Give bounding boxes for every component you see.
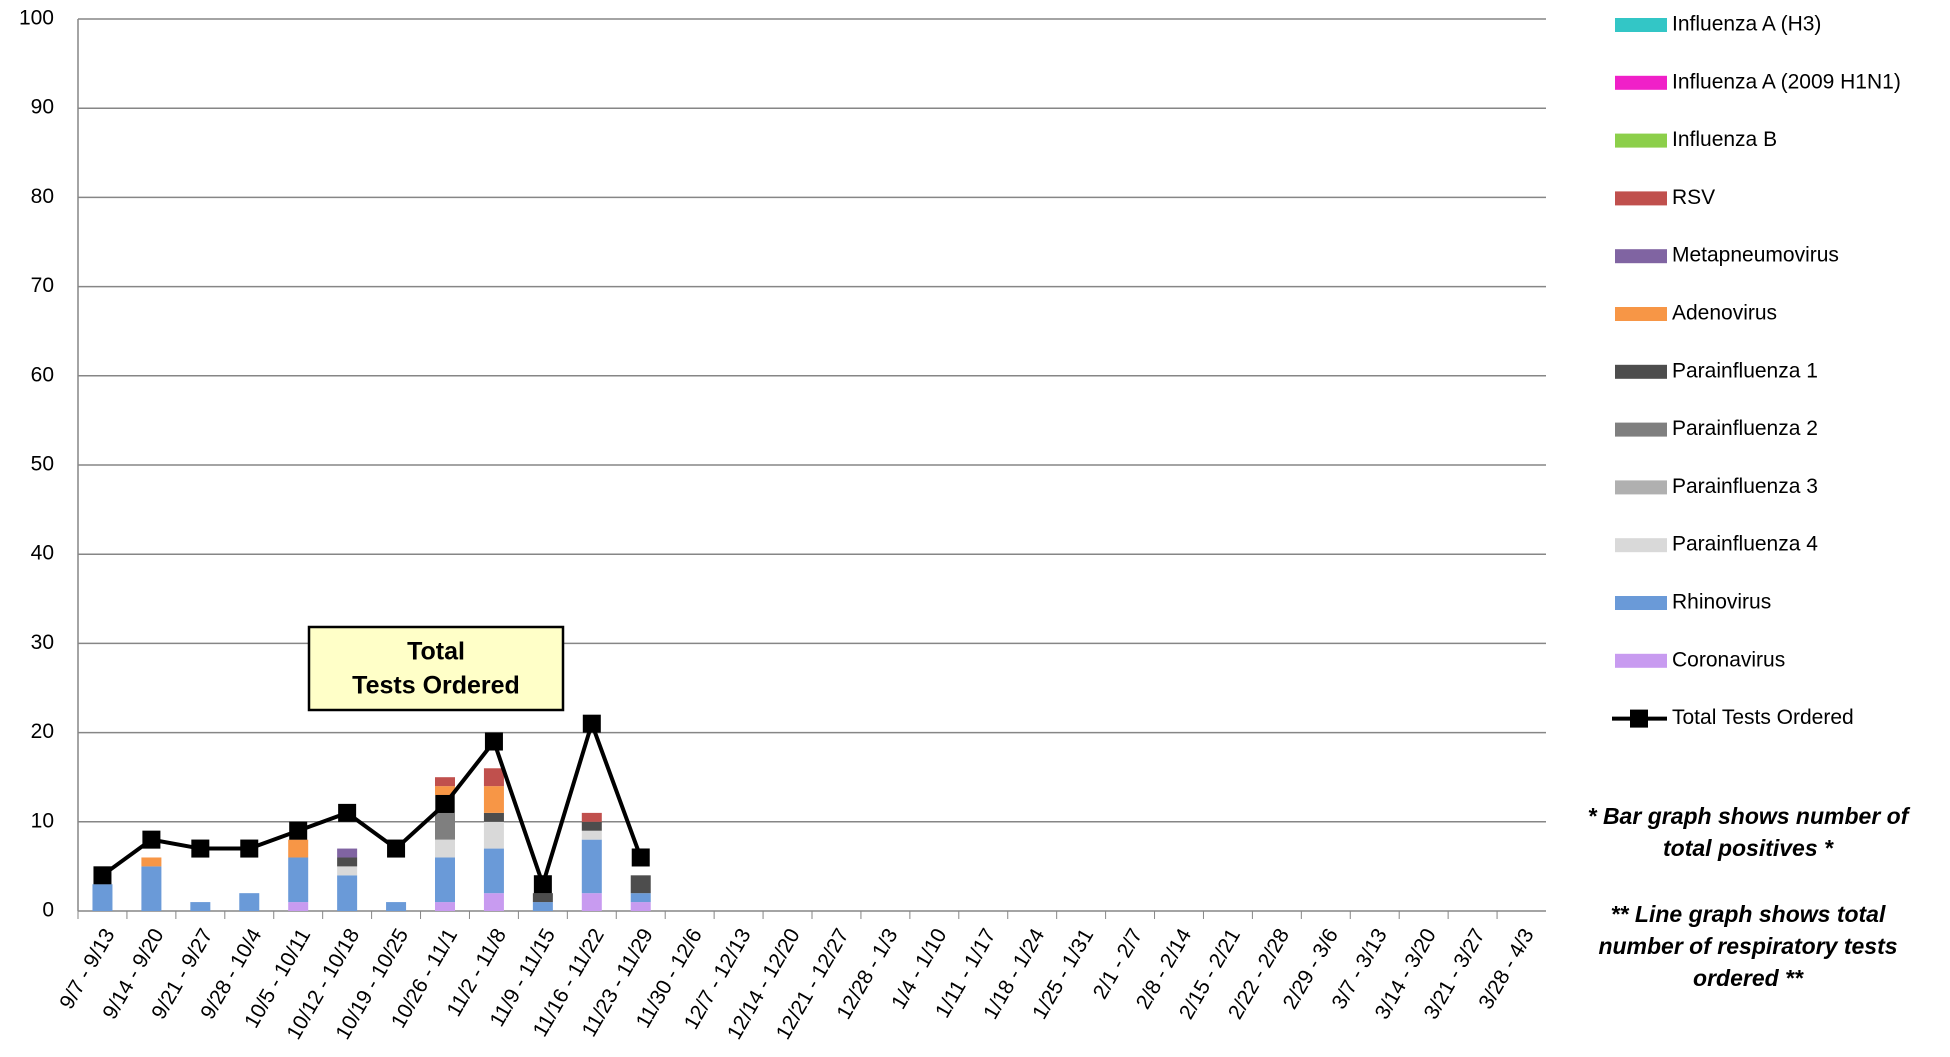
y-tick-label: 30 — [31, 631, 54, 654]
note: * Bar graph shows number of total positi… — [1587, 803, 1909, 861]
y-tick-label: 60 — [31, 363, 54, 386]
y-tick-label: 50 — [31, 453, 54, 476]
bar-segment — [435, 812, 455, 840]
bar-segment — [141, 857, 162, 867]
legend-label: Adenovirus — [1672, 302, 1777, 325]
line-marker — [93, 866, 112, 885]
legend-swatch — [1615, 75, 1667, 90]
bar-segment — [190, 902, 211, 911]
legend-label: RSV — [1672, 186, 1715, 209]
line-marker — [436, 794, 454, 813]
y-tick-label: 20 — [31, 720, 54, 743]
legend-swatch — [1615, 596, 1667, 610]
legend-label: Influenza A (2009 H1N1) — [1672, 70, 1901, 93]
line-marker — [631, 848, 650, 867]
legend-swatch — [1615, 191, 1667, 206]
bar-segment — [532, 902, 553, 911]
bar-segment — [581, 830, 602, 840]
bar-segment — [435, 902, 455, 911]
bar-segment — [630, 893, 651, 903]
legend-label: Parainfluenza 3 — [1672, 475, 1818, 498]
bar-segment — [532, 893, 553, 903]
legend-label: Influenza B — [1672, 128, 1777, 151]
bar-segment — [337, 866, 358, 876]
legend-label: Parainfluenza 4 — [1672, 533, 1818, 556]
line-marker — [142, 830, 161, 849]
bar-segment — [483, 893, 504, 911]
y-tick-label: 0 — [42, 899, 54, 922]
note: ** Line graph shows total number of resp… — [1598, 901, 1898, 991]
y-tick-label: 70 — [31, 274, 54, 297]
legend-swatch — [1615, 249, 1667, 264]
y-tick-label: 90 — [31, 96, 54, 119]
y-tick-label: 10 — [31, 809, 54, 832]
bar-segment — [435, 777, 455, 787]
legend-swatch — [1615, 364, 1667, 379]
line-marker — [289, 821, 308, 840]
line-marker — [191, 839, 210, 858]
legend-label: Rhinovirus — [1672, 591, 1771, 614]
bar-segment — [581, 893, 602, 911]
bar-segment — [337, 848, 358, 858]
line-marker — [533, 875, 552, 894]
line-marker — [484, 732, 503, 751]
legend-swatch — [1615, 480, 1667, 495]
line-marker — [240, 839, 259, 858]
y-tick-label: 40 — [31, 542, 54, 565]
bar-segment — [92, 884, 113, 911]
legend-label: Total Tests Ordered — [1672, 706, 1854, 729]
y-tick-label: 100 — [19, 7, 54, 30]
callout-text: Total — [407, 638, 465, 666]
bar-segment — [288, 857, 309, 903]
line-marker — [582, 714, 601, 733]
line — [101, 717, 643, 891]
legend-label: Influenza A (H3) — [1672, 13, 1821, 36]
legend-swatch — [1615, 133, 1667, 148]
bar-segment — [630, 875, 651, 894]
legend-label: Coronavirus — [1672, 648, 1785, 671]
bar-segment — [337, 857, 358, 867]
legend-swatch — [1615, 422, 1667, 437]
bar-segment — [483, 848, 504, 894]
bar-segment — [483, 812, 504, 822]
callout-box — [307, 625, 565, 712]
bar-segment — [288, 902, 309, 911]
bar-segment — [483, 786, 504, 813]
legend-swatch — [1615, 538, 1667, 553]
legend-swatch — [1615, 307, 1667, 321]
callout-text: Tests Ordered — [352, 672, 520, 700]
legend-swatch — [1615, 653, 1667, 668]
bar-segment — [435, 857, 455, 903]
bar-segment — [435, 839, 455, 858]
line-marker — [387, 839, 406, 858]
bar-segment — [630, 902, 651, 911]
legend-label: Parainfluenza 1 — [1672, 359, 1818, 382]
bar-segment — [288, 839, 309, 858]
bar-segment — [386, 902, 407, 911]
bar-segment — [239, 893, 260, 911]
bar-segment — [483, 768, 504, 787]
line-marker — [338, 803, 357, 822]
legend-swatch — [1615, 18, 1667, 32]
legend-marker — [1630, 709, 1648, 728]
bar-segment — [581, 839, 602, 894]
legend-label: Parainfluenza 2 — [1672, 417, 1818, 440]
bar-segment — [435, 786, 455, 796]
bar-segment — [581, 812, 602, 822]
bar-segment — [483, 821, 504, 849]
y-tick-label: 80 — [31, 185, 54, 208]
legend-label: Metapneumovirus — [1672, 244, 1839, 267]
bar-segment — [337, 875, 358, 911]
bar-segment — [141, 866, 162, 911]
bar-segment — [581, 821, 602, 831]
